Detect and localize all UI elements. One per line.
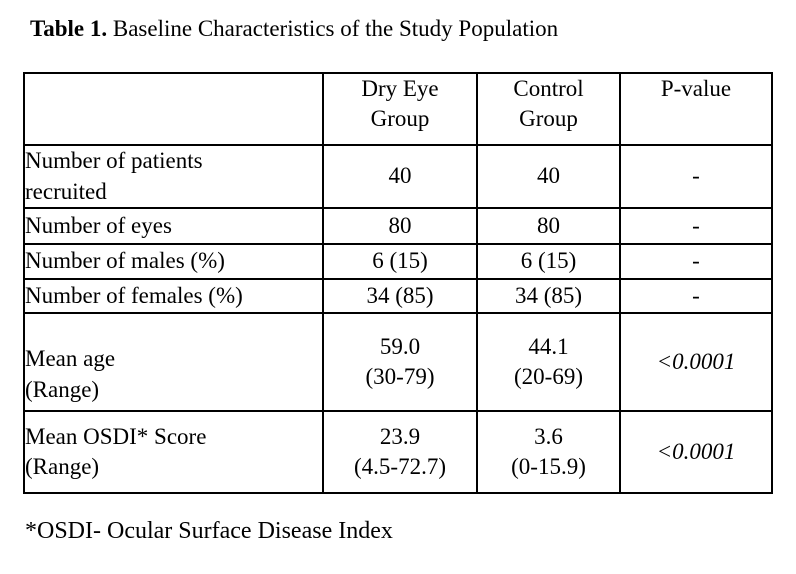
- table-header-row: Dry Eye Group Control Group P-value: [23, 72, 773, 146]
- dry-eye-value: 6 (15): [322, 243, 478, 280]
- dry-eye-value: 23.9 (4.5-72.7): [322, 410, 478, 494]
- dry-eye-value: 59.0 (30-79): [322, 312, 478, 412]
- p-value: -: [619, 207, 773, 245]
- row-label: Number of females (%): [23, 278, 324, 314]
- p-value: -: [619, 278, 773, 314]
- baseline-characteristics-table: Dry Eye Group Control Group P-value Numb…: [23, 72, 773, 494]
- control-value: 34 (85): [476, 278, 621, 314]
- header-p-value: P-value: [619, 72, 773, 146]
- footnote-osdi-definition: *OSDI- Ocular Surface Disease Index: [25, 518, 393, 544]
- p-value: <0.0001: [619, 312, 773, 412]
- table-row-patients-recruited: Number of patients recruited 40 40 -: [23, 144, 773, 209]
- control-value: 44.1 (20-69): [476, 312, 621, 412]
- row-label: Number of males (%): [23, 243, 324, 280]
- row-label: Number of eyes: [23, 207, 324, 245]
- table-row-number-of-eyes: Number of eyes 80 80 -: [23, 207, 773, 245]
- table-row-mean-age: Mean age (Range) 59.0 (30-79) 44.1 (20-6…: [23, 312, 773, 412]
- table-caption: Table 1. Baseline Characteristics of the…: [30, 14, 558, 44]
- p-value: <0.0001: [619, 410, 773, 494]
- table-row-mean-osdi-score: Mean OSDI* Score (Range) 23.9 (4.5-72.7)…: [23, 410, 773, 494]
- control-value: 40: [476, 144, 621, 209]
- control-value: 6 (15): [476, 243, 621, 280]
- row-label: Mean OSDI* Score (Range): [23, 410, 324, 494]
- p-value: -: [619, 243, 773, 280]
- dry-eye-value: 34 (85): [322, 278, 478, 314]
- header-control-group: Control Group: [476, 72, 621, 146]
- table-caption-text: Baseline Characteristics of the Study Po…: [107, 16, 559, 41]
- table-row-number-of-females: Number of females (%) 34 (85) 34 (85) -: [23, 278, 773, 314]
- table-row-number-of-males: Number of males (%) 6 (15) 6 (15) -: [23, 243, 773, 280]
- dry-eye-value: 40: [322, 144, 478, 209]
- table-caption-number: Table 1.: [30, 16, 108, 41]
- header-dry-eye-group: Dry Eye Group: [322, 72, 478, 146]
- row-label: Mean age (Range): [23, 312, 324, 412]
- header-empty-cell: [23, 72, 324, 146]
- control-value: 3.6 (0-15.9): [476, 410, 621, 494]
- dry-eye-value: 80: [322, 207, 478, 245]
- row-label: Number of patients recruited: [23, 144, 324, 209]
- control-value: 80: [476, 207, 621, 245]
- p-value: -: [619, 144, 773, 209]
